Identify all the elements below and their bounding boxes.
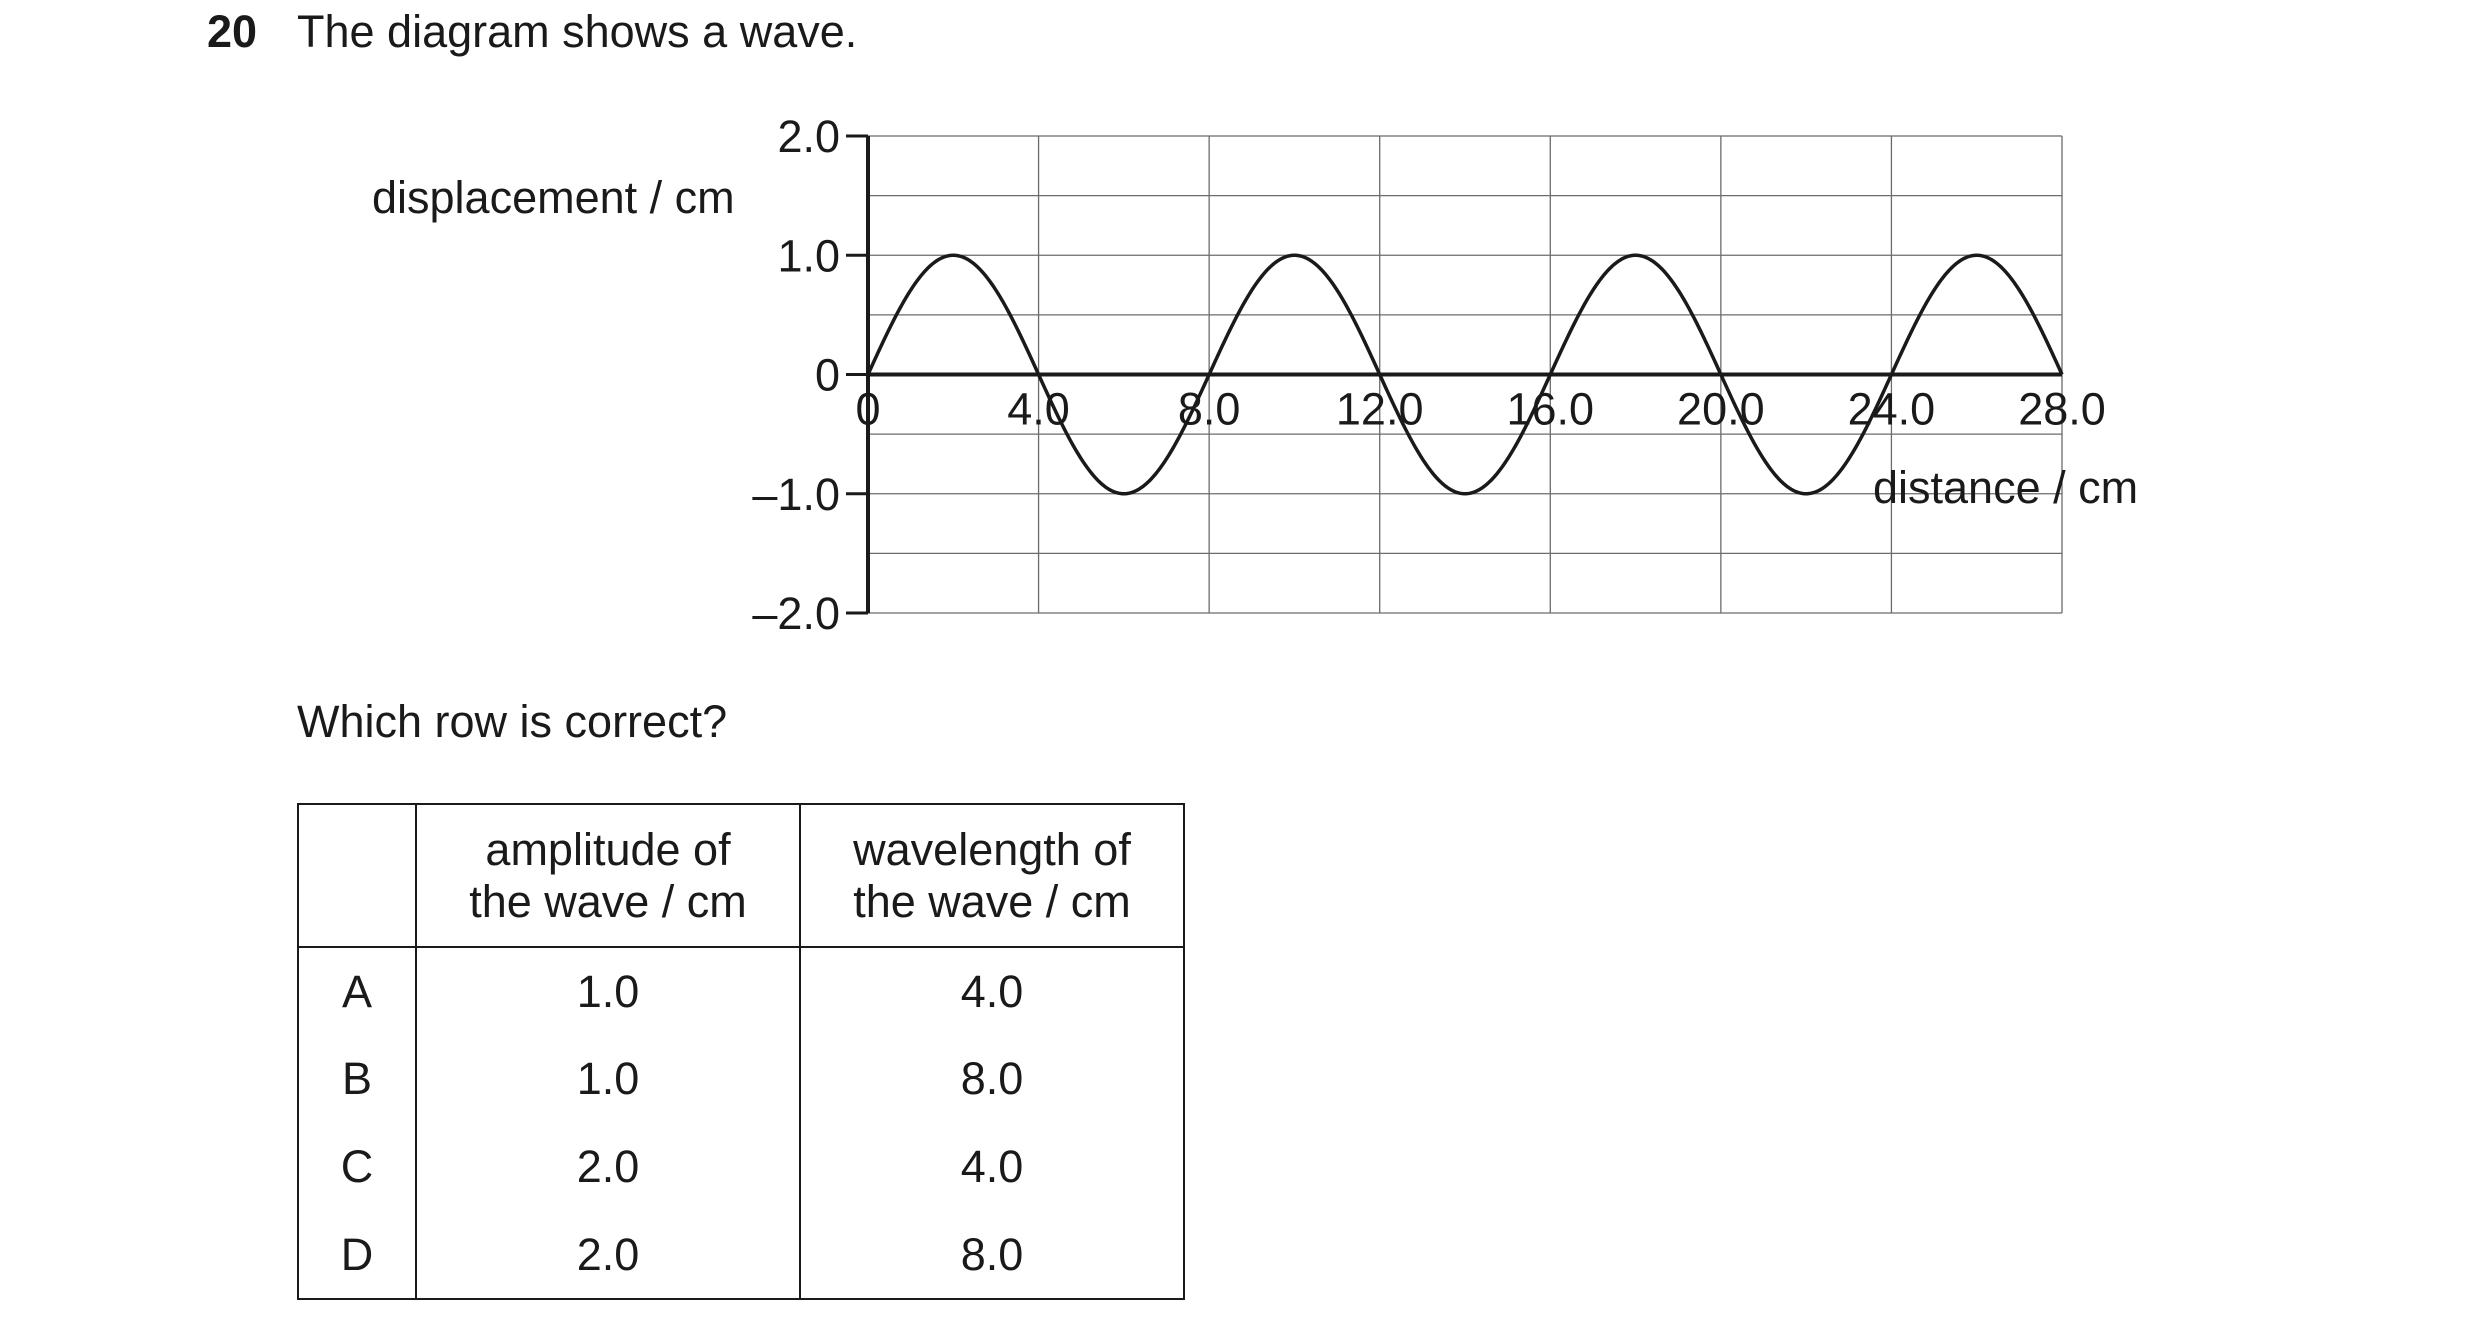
answer-table: amplitude of the wave / cm wavelength of… <box>297 803 1185 1300</box>
x-tick-label: 8.0 <box>1178 384 1241 435</box>
option-letter: C <box>297 1123 417 1211</box>
wave-chart: 2.0 1.0 0 –1.0 –2.0 0 4.0 8.0 12.0 16.0 20.0 24.0 2… <box>752 111 2138 639</box>
y-axis-label: displacement / cm <box>372 172 735 223</box>
question-prompt: Which row is correct? <box>297 696 728 747</box>
x-tick-label: 20.0 <box>1677 384 1765 435</box>
option-letter: B <box>297 1035 417 1123</box>
header-wavelength: wavelength of the wave / cm <box>799 803 1185 948</box>
table-row[interactable]: D 2.0 8.0 <box>297 1211 1185 1300</box>
x-tick-label: 16.0 <box>1506 384 1594 435</box>
x-tick-labels: 0 4.0 8.0 12.0 16.0 20.0 24.0 28.0 <box>855 384 2105 435</box>
wavelength-value: 8.0 <box>799 1211 1185 1300</box>
table-row[interactable]: C 2.0 4.0 <box>297 1123 1185 1211</box>
x-tick-label: 4.0 <box>1007 384 1070 435</box>
wavelength-value: 8.0 <box>799 1035 1185 1123</box>
x-tick-label: 28.0 <box>2018 384 2106 435</box>
header-wavelength-line2: the wave / cm <box>853 875 1131 927</box>
table-row[interactable]: B 1.0 8.0 <box>297 1035 1185 1123</box>
amplitude-value: 1.0 <box>415 1035 801 1123</box>
y-tick-label: 2.0 <box>777 111 840 162</box>
header-amplitude: amplitude of the wave / cm <box>415 803 801 948</box>
y-tick-labels: 2.0 1.0 0 –1.0 –2.0 <box>752 111 840 639</box>
x-tick-label: 12.0 <box>1336 384 1424 435</box>
option-letter: D <box>297 1211 417 1300</box>
axes <box>846 134 2062 615</box>
x-tick-label: 24.0 <box>1848 384 1936 435</box>
y-tick-label: –2.0 <box>752 588 840 639</box>
wave-curve <box>866 253 2064 496</box>
wavelength-value: 4.0 <box>799 947 1185 1035</box>
amplitude-value: 1.0 <box>415 947 801 1035</box>
header-amplitude-line1: amplitude of <box>485 823 731 875</box>
header-letter-cell <box>297 803 417 948</box>
x-tick-label: 0 <box>855 384 880 435</box>
table-header-row: amplitude of the wave / cm wavelength of… <box>297 803 1185 948</box>
x-axis-label: distance / cm <box>1873 462 2138 513</box>
table-row[interactable]: A 1.0 4.0 <box>297 947 1185 1035</box>
question-number: 20 <box>207 6 258 57</box>
wavelength-value: 4.0 <box>799 1123 1185 1211</box>
amplitude-value: 2.0 <box>415 1211 801 1300</box>
option-letter: A <box>297 947 417 1035</box>
y-tick-label: 1.0 <box>777 230 840 281</box>
amplitude-value: 2.0 <box>415 1123 801 1211</box>
question-text: The diagram shows a wave. <box>297 6 858 57</box>
y-tick-label: 0 <box>815 350 840 401</box>
header-wavelength-line1: wavelength of <box>853 823 1131 875</box>
header-amplitude-line2: the wave / cm <box>469 875 747 927</box>
y-tick-label: –1.0 <box>752 469 840 520</box>
